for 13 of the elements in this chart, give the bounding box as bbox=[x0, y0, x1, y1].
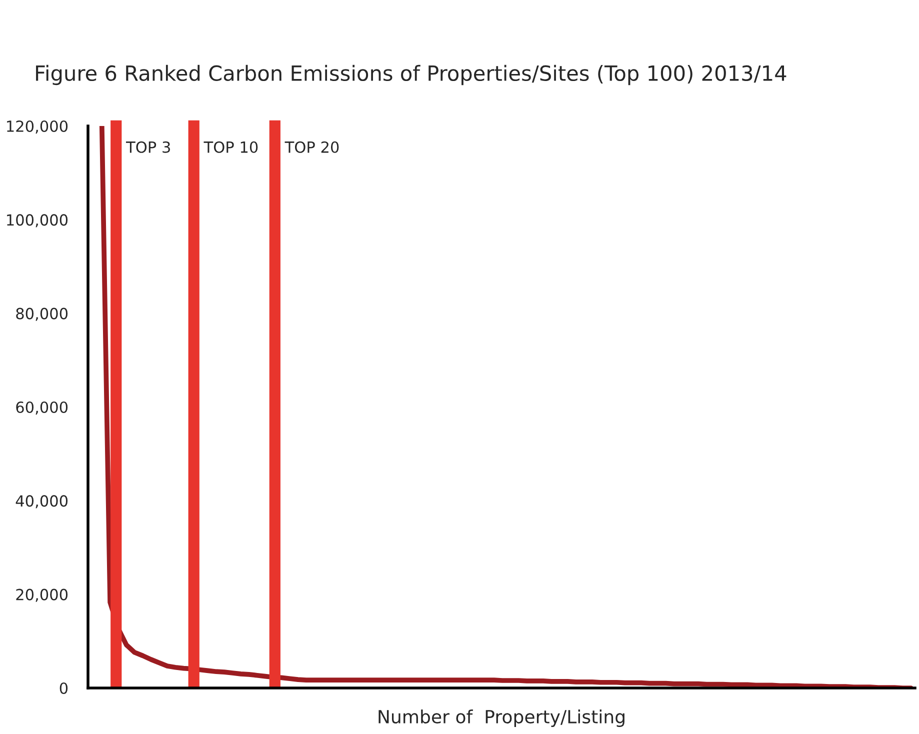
chart-title: Figure 6 Ranked Carbon Emissions of Properties/Sites (Top 100) 2013/14 bbox=[36, 64, 786, 86]
annotation: TOP 3 bbox=[126, 141, 170, 153]
x-axis-title: Number of Property/Listing bbox=[378, 710, 624, 727]
y-tick-label: 100,000 bbox=[7, 214, 68, 228]
y-tick-label: 80,000 bbox=[16, 308, 68, 321]
y-tick-label: 0 bbox=[60, 682, 68, 694]
y-tick-label: 120,000 bbox=[7, 120, 68, 134]
annotation: TOP 10 bbox=[204, 141, 258, 153]
y-tick-label: 60,000 bbox=[16, 401, 68, 415]
y-tick-label: 40,000 bbox=[16, 495, 68, 508]
annotation: TOP 20 bbox=[284, 141, 339, 153]
y-tick-label: 20,000 bbox=[16, 588, 68, 602]
line-series bbox=[99, 126, 914, 688]
